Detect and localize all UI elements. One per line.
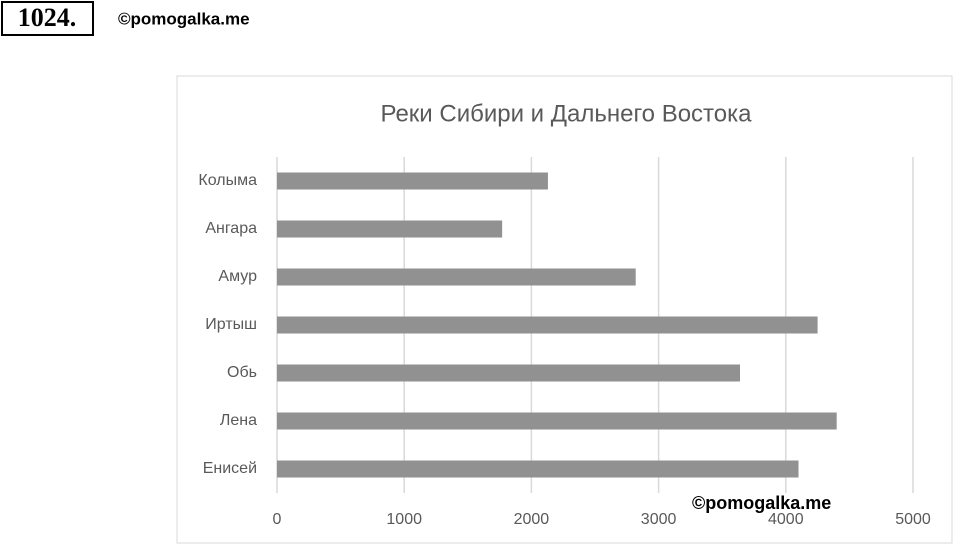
y-tick-label: Амур [218, 268, 257, 285]
bar [277, 316, 818, 334]
y-tick-label: Колыма [198, 172, 257, 189]
x-tick-label: 1000 [386, 511, 422, 528]
y-tick-label: Обь [227, 364, 257, 381]
x-tick-label: 2000 [514, 511, 550, 528]
plot: 0 1000 2000 3000 4000 5000 Колыма Ангара Амур Ирт… [198, 157, 931, 528]
number-box [1, 1, 94, 36]
bar [277, 460, 799, 478]
bar [277, 268, 636, 286]
y-tick-label: Иртыш [205, 316, 257, 333]
bar [277, 364, 741, 382]
y-tick-label: Ангара [205, 220, 257, 237]
x-tick-label: 4000 [768, 511, 804, 528]
bar [277, 172, 548, 190]
chart-title: Реки Сибири и Дальнего Востока [380, 100, 752, 127]
watermark: ©pomogalka.me [692, 493, 831, 513]
bar [277, 220, 503, 238]
task-number: 1024. [18, 3, 77, 32]
x-tick-label: 0 [273, 511, 282, 528]
source: ©pomogalka.me [118, 9, 250, 28]
x-tick-label: 5000 [895, 511, 931, 528]
y-tick-label: Енисей [203, 460, 257, 477]
x-tick-label: 3000 [641, 511, 677, 528]
bar [277, 412, 837, 430]
y-tick-label: Лена [220, 412, 257, 429]
